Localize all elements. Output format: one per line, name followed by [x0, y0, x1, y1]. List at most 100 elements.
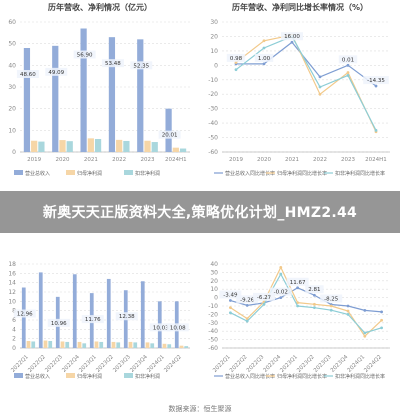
legend-label: 归母净利润 — [77, 373, 102, 380]
data-label-bg — [236, 295, 259, 304]
data-label: 11.67 — [290, 280, 306, 286]
bar — [48, 341, 53, 348]
y-tick-label: -50 — [208, 135, 218, 142]
series-point — [313, 302, 316, 306]
bar — [77, 341, 82, 348]
y-tick-label: 60 — [8, 19, 16, 26]
data-label: 1.00 — [258, 56, 271, 62]
series-point — [296, 286, 299, 290]
data-label: 49.09 — [48, 70, 64, 76]
banner-text: 新奥天天正版资料大全,策略优化计划_HMZ2.44 — [42, 205, 358, 221]
y-tick-label: -20 — [208, 311, 218, 318]
bar — [179, 148, 187, 152]
series-point — [245, 303, 249, 307]
bar — [172, 147, 179, 152]
y-tick-label: 18 — [8, 261, 16, 268]
data-label: 10.96 — [51, 321, 67, 327]
y-tick-label: -60 — [208, 345, 218, 352]
series-point — [318, 75, 322, 79]
data-label-bg — [219, 290, 242, 299]
y-tick-label: 30 — [8, 84, 16, 91]
bar — [65, 341, 70, 348]
series-point — [346, 71, 350, 74]
bar — [145, 342, 150, 348]
legend-label: 营业总收入同比增长率 — [225, 373, 275, 380]
y-tick-label: 0 — [214, 62, 218, 69]
chart-title: 历年营收、净利情况（亿元） — [48, 2, 152, 12]
data-label: 11.76 — [85, 317, 101, 323]
data-label: 12.96 — [17, 312, 33, 318]
y-tick-label: 0 — [12, 345, 16, 352]
series-point — [374, 84, 378, 88]
y-tick-label: 0 — [12, 149, 16, 156]
bar — [99, 341, 104, 348]
series-point — [346, 304, 350, 308]
bar — [66, 141, 73, 152]
watermark-banner: 新奥天天正版资料大全,策略优化计划_HMZ2.44 — [0, 191, 400, 233]
y-tick-label: 10 — [210, 286, 218, 293]
data-label: 20.01 — [162, 133, 178, 139]
data-label: 52.35 — [133, 63, 149, 69]
data-label-bg — [101, 59, 124, 68]
legend-label: 营业总收入 — [25, 373, 50, 380]
x-tick-label: 2019 — [229, 157, 243, 163]
data-label-bg — [45, 67, 68, 76]
bar — [72, 274, 77, 348]
x-tick-label: 2020 — [56, 157, 70, 163]
bar — [150, 343, 155, 348]
series-point — [229, 306, 232, 310]
series-point — [329, 308, 333, 312]
bar — [23, 48, 31, 152]
y-tick-label: 20 — [210, 278, 218, 285]
data-label-bg — [286, 277, 309, 286]
data-label: -9.26 — [240, 297, 255, 303]
data-source-footer: 数据来源：恒生聚源 — [168, 405, 232, 413]
bar — [162, 343, 167, 348]
y-tick-label: -10 — [208, 77, 218, 84]
data-label-bg — [130, 61, 153, 70]
legend-label: 归母净利润同比增长率 — [277, 170, 327, 177]
bar — [108, 37, 116, 152]
bar — [94, 341, 99, 348]
y-tick-label: -10 — [208, 303, 218, 310]
bar — [21, 287, 26, 348]
data-label-bg — [16, 70, 39, 78]
quarterly-revenue-profit-svg: 0246810121416182022Q12022Q22022Q32022Q42… — [8, 261, 190, 380]
x-tick-label: 2022 — [313, 157, 327, 163]
data-label: 10.03 — [153, 325, 169, 331]
series-point — [318, 92, 322, 96]
bar — [94, 139, 102, 152]
x-tick-label: 2024H1 — [165, 157, 187, 163]
x-tick-label: 2024Q2 — [363, 354, 383, 374]
data-label: 53.48 — [105, 61, 121, 67]
legend-label: 归母净利润同比增长率 — [277, 373, 327, 380]
series-point — [363, 334, 367, 338]
y-tick-label: -20 — [208, 91, 218, 98]
series-point — [329, 304, 333, 308]
bar — [179, 345, 184, 348]
annual-revenue-profit-svg: 历年营收、净利情况（亿元） 0 10 20 30 40 50 60 2019 2020 2021 20… — [8, 2, 190, 177]
bar — [59, 140, 66, 152]
x-tick-label: 2023Q1 — [78, 354, 98, 374]
legend-label: 扣非净利润 — [135, 373, 160, 380]
annual-revenue-profit-chart: 历年营收、净利情况（亿元） 0 10 20 30 40 50 60 2019 2020 2021 20… — [0, 0, 200, 200]
bar — [52, 45, 59, 153]
bar — [106, 278, 111, 348]
legend-label: 扣非净利润同比增长率 — [335, 170, 385, 177]
bar — [26, 341, 31, 348]
data-label-bg — [81, 315, 104, 324]
x-tick-label: 2023 — [341, 157, 355, 163]
x-tick-label: 2020 — [257, 157, 271, 163]
series-point — [229, 299, 232, 302]
bar — [31, 140, 38, 152]
bar — [87, 138, 94, 152]
x-tick-label: 2022Q1 — [10, 354, 30, 374]
bar — [116, 342, 121, 348]
x-tick-label: 2024H1 — [365, 157, 387, 163]
y-tick-label: -30 — [208, 106, 218, 113]
data-label-bg — [269, 287, 292, 296]
series-point — [262, 46, 266, 50]
data-label: 16.00 — [284, 34, 300, 40]
data-label: -6.27 — [257, 295, 272, 301]
series-point — [313, 293, 316, 297]
